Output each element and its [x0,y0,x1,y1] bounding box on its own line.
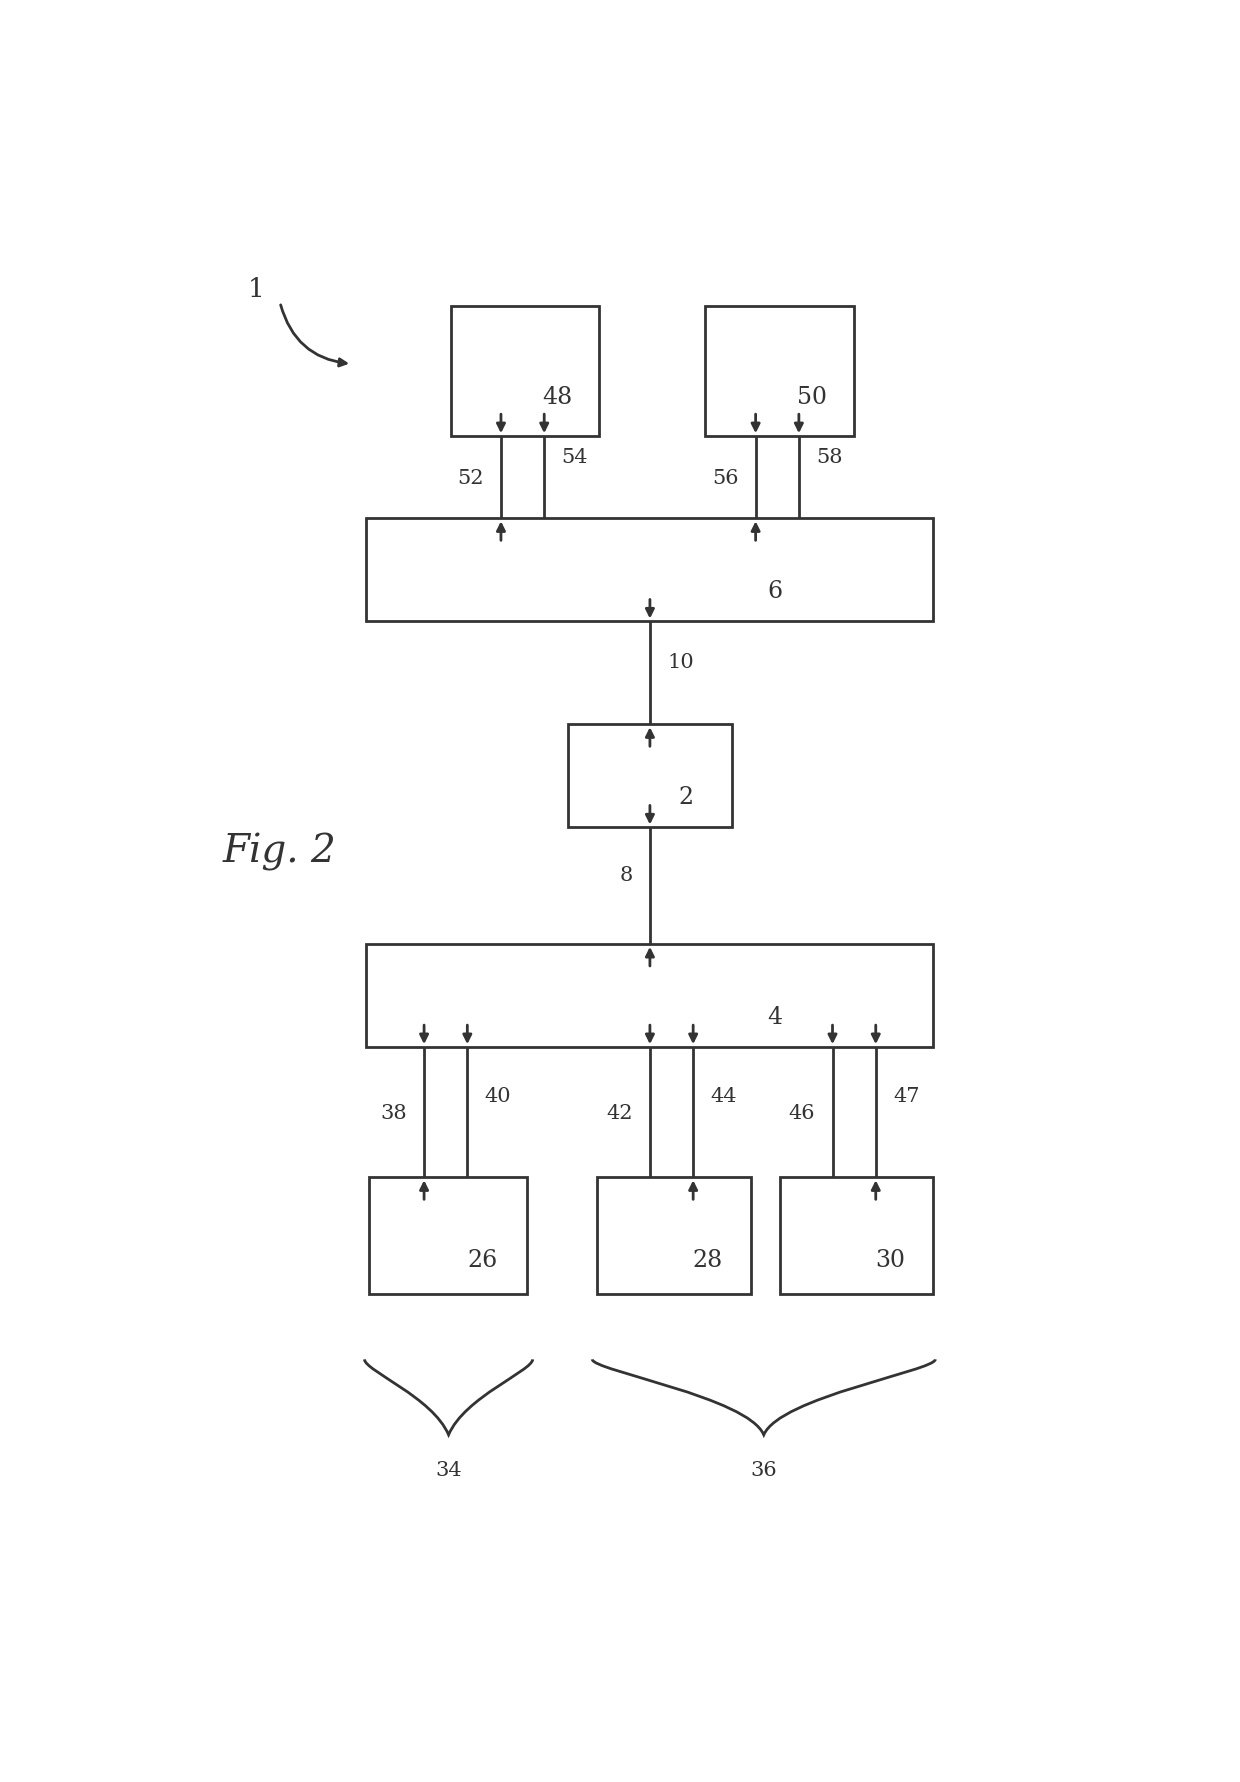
Bar [450,307,599,437]
Text: 34: 34 [435,1459,461,1479]
Text: 26: 26 [467,1247,498,1271]
Bar [568,725,732,829]
Text: 36: 36 [750,1459,777,1479]
Text: 58: 58 [816,447,843,467]
Bar [596,1178,750,1294]
Bar [368,1178,527,1294]
Text: Fig. 2: Fig. 2 [222,832,336,871]
Text: 46: 46 [789,1103,815,1123]
Bar [367,519,934,622]
Text: 40: 40 [485,1087,511,1105]
FancyArrowPatch shape [280,307,346,367]
Bar [706,307,854,437]
Text: 47: 47 [893,1087,920,1105]
Text: 50: 50 [797,387,827,410]
Text: 42: 42 [606,1103,632,1123]
Text: 48: 48 [543,387,573,410]
Text: 56: 56 [712,469,738,488]
Text: 8: 8 [619,866,632,884]
Text: 10: 10 [667,652,694,672]
Text: 30: 30 [875,1247,905,1271]
Text: 54: 54 [562,447,588,467]
Text: 44: 44 [711,1087,737,1105]
Text: 2: 2 [678,786,693,809]
Text: 28: 28 [693,1247,723,1271]
Bar [780,1178,934,1294]
Text: 1: 1 [248,276,264,301]
Text: 6: 6 [768,579,782,602]
Bar [367,944,934,1048]
Text: 38: 38 [381,1103,407,1123]
Text: 4: 4 [768,1005,782,1028]
Text: 52: 52 [458,469,484,488]
